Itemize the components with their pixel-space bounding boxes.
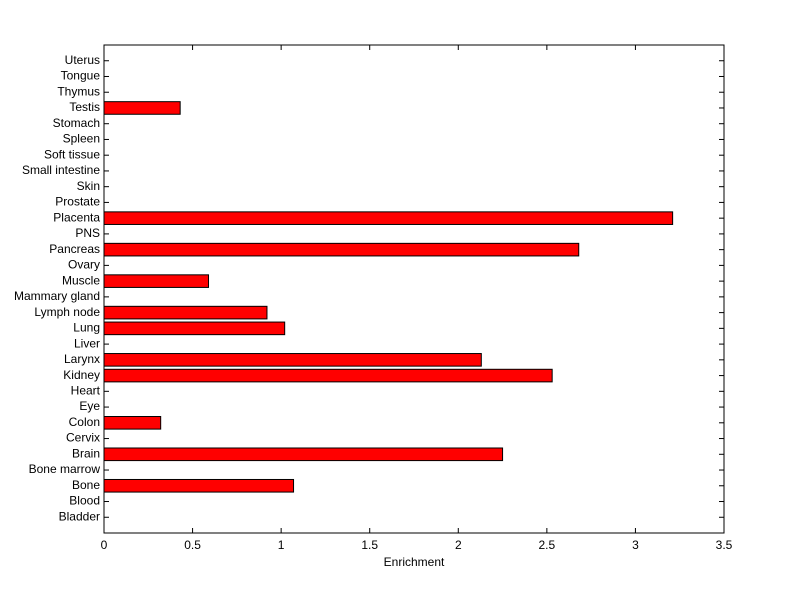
y-tick-label: Bone marrow xyxy=(29,462,101,476)
bar xyxy=(103,353,482,367)
x-tick-label: 1.5 xyxy=(361,538,378,552)
bar xyxy=(103,211,674,225)
bar xyxy=(103,321,286,336)
y-tick-label: Bladder xyxy=(59,509,100,523)
y-tick-label: Small intestine xyxy=(22,163,100,177)
x-tick-label: 2 xyxy=(455,538,462,552)
y-tick-label: Ovary xyxy=(68,258,100,272)
y-tick-label: Blood xyxy=(69,494,100,508)
y-tick-label: Stomach xyxy=(53,116,100,130)
x-tick-label: 3 xyxy=(632,538,639,552)
bar xyxy=(103,478,295,493)
bar xyxy=(103,416,162,430)
bar xyxy=(103,305,268,320)
y-tick-label: Prostate xyxy=(55,195,100,209)
x-axis-label: Enrichment xyxy=(384,555,445,569)
bar xyxy=(103,447,504,462)
y-tick-label: Cervix xyxy=(66,431,100,445)
y-tick-label: Testis xyxy=(69,100,100,114)
y-tick-label: Eye xyxy=(79,399,100,413)
y-tick-label: Spleen xyxy=(63,132,100,146)
y-tick-label: Larynx xyxy=(64,352,100,366)
y-tick-label: Lung xyxy=(73,321,100,335)
y-tick-label: Colon xyxy=(69,415,100,429)
y-tick-label: Thymus xyxy=(57,84,100,98)
x-tick-label: 0.5 xyxy=(184,538,201,552)
y-tick-label: Pancreas xyxy=(49,242,100,256)
y-tick-label: Bone xyxy=(72,478,100,492)
y-tick-label: Liver xyxy=(74,336,100,350)
x-tick-label: 2.5 xyxy=(539,538,556,552)
y-tick-label: Soft tissue xyxy=(44,147,100,161)
y-tick-label: Tongue xyxy=(61,69,101,83)
y-tick-label: Uterus xyxy=(65,53,100,67)
plot-frame xyxy=(103,44,725,534)
bar xyxy=(103,274,210,288)
y-tick-label: Kidney xyxy=(63,368,100,382)
bar xyxy=(103,368,553,383)
y-tick-label: Heart xyxy=(71,383,101,397)
y-tick-label: Muscle xyxy=(62,273,100,287)
y-tick-label: PNS xyxy=(75,226,100,240)
bar xyxy=(103,101,181,115)
y-tick-label: Mammary gland xyxy=(14,289,100,303)
x-tick-label: 0 xyxy=(101,538,108,552)
y-tick-label: Lymph node xyxy=(34,305,100,319)
y-tick-label: Placenta xyxy=(53,210,100,224)
y-tick-label: Brain xyxy=(72,446,100,460)
x-tick-label: 1 xyxy=(278,538,285,552)
y-tick-label: Skin xyxy=(77,179,100,193)
bar xyxy=(103,242,580,257)
x-tick-label: 3.5 xyxy=(716,538,733,552)
